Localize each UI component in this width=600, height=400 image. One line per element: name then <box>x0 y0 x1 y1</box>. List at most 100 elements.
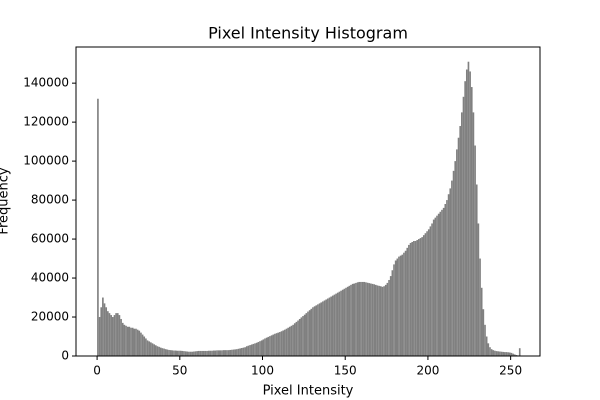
bar <box>140 332 142 356</box>
bar <box>317 304 319 356</box>
bar <box>197 350 200 356</box>
bar <box>206 350 208 356</box>
bar <box>262 339 265 356</box>
bar <box>502 351 505 356</box>
bar <box>290 325 293 356</box>
bar <box>287 327 289 356</box>
bar <box>105 307 108 356</box>
y-tick-label: 20000 <box>31 310 69 324</box>
bar <box>436 215 438 356</box>
bar <box>467 61 470 356</box>
x-tick-label: 50 <box>172 364 187 378</box>
x-tick-label: 100 <box>251 364 274 378</box>
bar <box>504 352 506 356</box>
bar <box>416 240 419 356</box>
bar <box>465 69 468 356</box>
bar <box>181 350 184 356</box>
bar <box>492 350 495 356</box>
bar <box>150 342 152 356</box>
bar <box>424 233 427 356</box>
y-tick-label: 120000 <box>23 115 69 129</box>
bar <box>307 311 309 356</box>
bar <box>191 351 194 356</box>
bar <box>383 286 385 356</box>
bar <box>257 341 260 356</box>
bar <box>174 350 177 356</box>
x-tick-label: 150 <box>334 364 357 378</box>
bar <box>434 217 437 356</box>
bar <box>374 284 377 356</box>
bar <box>141 334 144 356</box>
bar <box>275 333 278 356</box>
bar <box>441 209 443 356</box>
bar <box>350 284 352 356</box>
bar <box>510 352 513 356</box>
bar <box>234 349 237 356</box>
bar <box>193 351 195 356</box>
bar <box>323 300 326 356</box>
bar <box>277 332 280 356</box>
bar <box>168 349 170 356</box>
bar <box>255 342 258 356</box>
bar <box>461 112 463 356</box>
bar <box>116 313 119 356</box>
bar <box>252 343 255 356</box>
bar <box>318 303 321 356</box>
bar <box>398 256 400 356</box>
bar <box>146 340 149 356</box>
bar <box>426 231 428 356</box>
bar <box>312 307 314 356</box>
bar <box>247 345 250 356</box>
bar <box>454 161 457 356</box>
bar <box>335 293 337 356</box>
bar <box>376 285 379 356</box>
bar <box>244 347 246 356</box>
bar <box>145 338 147 356</box>
bar <box>201 350 203 356</box>
bar <box>186 351 189 356</box>
bar <box>212 350 215 356</box>
bar <box>102 297 104 356</box>
bar <box>366 282 369 356</box>
bar <box>485 336 488 356</box>
bar <box>274 333 276 356</box>
bar <box>414 241 417 356</box>
bar <box>265 337 268 356</box>
bar <box>353 283 356 356</box>
bar <box>221 350 223 356</box>
bar <box>297 320 299 356</box>
bar <box>413 241 415 356</box>
bar <box>396 258 399 356</box>
bar <box>303 314 306 356</box>
bar <box>138 330 141 356</box>
bar <box>202 350 205 356</box>
bar <box>442 207 445 356</box>
bar <box>480 287 483 356</box>
bar <box>358 281 361 356</box>
y-tick-label: 80000 <box>31 193 69 207</box>
bar <box>408 244 410 356</box>
plot-frame <box>75 46 541 357</box>
bar <box>126 326 129 356</box>
bar <box>183 351 185 356</box>
bar <box>355 282 357 356</box>
bar <box>457 137 460 356</box>
bar <box>219 350 222 356</box>
bar <box>267 336 270 356</box>
bar <box>470 87 473 356</box>
bar <box>411 241 414 356</box>
bar <box>103 303 106 356</box>
bar <box>308 310 311 356</box>
bar <box>282 330 285 356</box>
chart-title: Pixel Intensity Histogram <box>208 24 408 43</box>
bar <box>507 352 509 356</box>
bar <box>211 350 213 356</box>
bar <box>386 282 389 356</box>
bar <box>241 348 243 356</box>
bar <box>128 326 131 356</box>
bar <box>379 286 382 356</box>
bar <box>427 229 430 356</box>
bar <box>158 346 160 356</box>
bar <box>224 350 227 356</box>
y-tick-label: 40000 <box>31 271 69 285</box>
